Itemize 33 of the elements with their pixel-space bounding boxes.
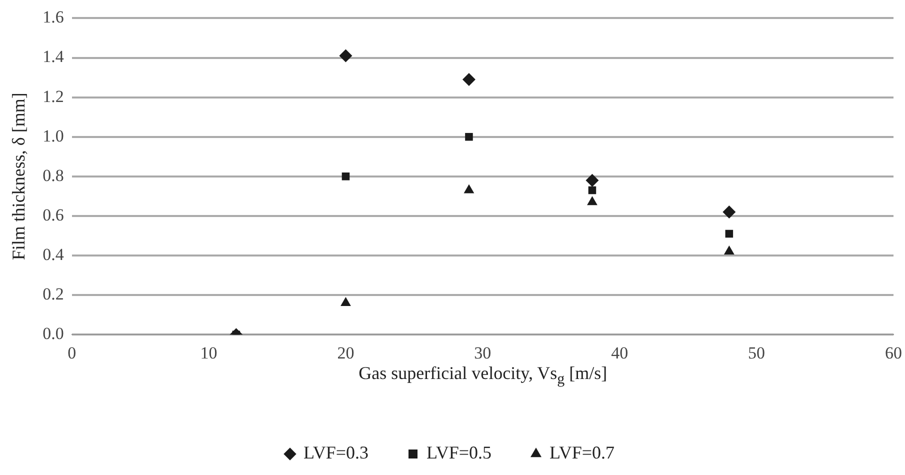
y-tick-label: 1.2 <box>42 86 64 106</box>
point <box>588 186 596 194</box>
legend-label: LVF=0.7 <box>550 442 615 463</box>
x-tick-label: 40 <box>611 343 628 362</box>
y-tick-label: 0.8 <box>42 166 64 185</box>
y-axis-title: Film thickness, δ [mm] <box>8 92 29 260</box>
point <box>464 184 474 194</box>
x-tick-label: 20 <box>337 343 354 362</box>
y-tick-label: 1.0 <box>42 126 64 146</box>
x-axis-title: Gas superficial velocity, Vs$_{g}$ [m/s] <box>358 362 608 388</box>
x-tick-label: 50 <box>748 343 766 362</box>
y-tick-label: 0.4 <box>42 244 64 264</box>
x-tick-label: 0 <box>68 343 76 362</box>
point <box>725 230 734 238</box>
y-tick-label: 1.4 <box>42 47 64 66</box>
point <box>587 196 598 206</box>
y-tick-label: 0.0 <box>42 324 64 344</box>
point <box>339 49 352 62</box>
y-tick-label: 0.6 <box>42 205 64 224</box>
point <box>340 296 351 306</box>
point <box>465 132 473 141</box>
point <box>462 73 476 86</box>
legend-label: LVF=0.5 <box>426 442 492 463</box>
y-tick-label: 0.2 <box>42 284 64 304</box>
point <box>722 205 736 218</box>
point <box>586 174 599 187</box>
y-tick-label: 1.6 <box>42 8 64 27</box>
legend-label: LVF=0.3 <box>303 442 369 463</box>
point <box>342 172 350 180</box>
x-tick-label: 60 <box>885 343 902 362</box>
x-tick-label: 10 <box>200 343 218 362</box>
x-tick-label: 30 <box>474 343 492 362</box>
point <box>724 246 734 255</box>
